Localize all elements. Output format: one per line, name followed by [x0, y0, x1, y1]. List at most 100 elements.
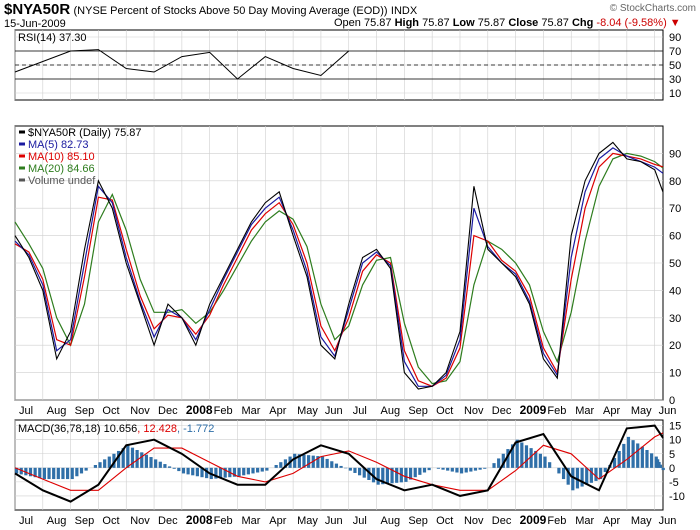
high-value: 75.87	[422, 17, 450, 29]
macd-histogram-bar	[237, 467, 241, 477]
price-xtick-label: 2009	[520, 403, 547, 417]
price-ytick-label: 40	[669, 285, 681, 297]
macd-histogram-bar	[126, 445, 130, 468]
macd-histogram-bar	[497, 458, 501, 468]
macd-value: , -1.772	[177, 423, 214, 435]
price-xtick-label: 2008	[186, 403, 213, 417]
macd-histogram-bar	[307, 455, 311, 468]
macd-histogram-bar	[167, 466, 172, 468]
macd-histogram-bar	[483, 467, 487, 469]
macd-histogram-bar	[121, 448, 125, 468]
price-xtick-label: Jun	[325, 405, 343, 417]
macd-histogram-bar	[320, 456, 325, 468]
macd-histogram-bar	[218, 467, 223, 479]
macd-histogram-bar	[214, 467, 218, 479]
macd-histogram-bar	[135, 450, 139, 468]
symbol: $NYA50R	[4, 1, 71, 18]
macd-histogram-bar	[515, 439, 519, 468]
macd-histogram-bar	[422, 467, 427, 473]
macd-xtick-label: Sep	[75, 515, 95, 527]
macd-histogram-bar	[464, 467, 468, 473]
macd-histogram-bar	[557, 467, 561, 474]
price-xtick-label: Jun	[659, 405, 677, 417]
macd-histogram-bar	[520, 442, 524, 468]
macd-histogram-bar	[163, 464, 167, 468]
macd-histogram-bar	[144, 454, 148, 468]
macd-signal-line	[14, 432, 664, 491]
macd-histogram-bar	[205, 467, 209, 479]
macd-histogram-bar	[650, 453, 654, 468]
macd-xtick-label: 2009	[520, 513, 547, 527]
macd-histogram-bar	[561, 467, 566, 480]
macd-histogram-bar	[645, 450, 649, 468]
macd-histogram-bar	[566, 467, 570, 485]
macd-histogram-bar	[293, 453, 297, 468]
macd-histogram-bar	[15, 467, 19, 474]
rsi-ytick-label: 30	[669, 74, 681, 86]
macd-xtick-label: Dec	[492, 515, 512, 527]
symbol-description: (NYSE Percent of Stocks Above 50 Day Mov…	[73, 5, 388, 17]
macd-histogram-bar	[19, 467, 23, 475]
macd-xtick-label: Nov	[130, 515, 150, 527]
macd-ytick-label: 0	[669, 463, 675, 475]
price-ytick-label: 0	[669, 395, 675, 407]
macd-histogram-bar	[385, 467, 390, 484]
macd-histogram-bar	[112, 453, 116, 468]
macd-histogram-bar	[661, 467, 665, 471]
macd-xtick-label: Jul	[19, 515, 33, 527]
macd-histogram-bar	[543, 456, 547, 468]
macd-histogram-bar	[47, 467, 51, 480]
macd-histogram-bar	[594, 467, 598, 481]
macd-histogram-bar	[84, 467, 88, 471]
price-xtick-label: Apr	[603, 405, 620, 417]
price-legend-entry: MA(10) 85.10	[28, 151, 95, 163]
low-value: 75.87	[477, 17, 506, 29]
close-value: 75.87	[541, 17, 569, 29]
macd-title-text: MACD(36,78,18)	[18, 423, 104, 435]
price-xtick-label: May	[297, 405, 318, 417]
macd-histogram-bar	[636, 443, 640, 468]
macd-histogram-bar	[524, 445, 529, 468]
macd-histogram-bar	[56, 467, 60, 480]
macd-xtick-label: Nov	[464, 515, 484, 527]
high-label: High	[394, 17, 420, 29]
macd-histogram-bar	[325, 458, 329, 468]
macd-histogram-bar	[330, 461, 334, 468]
macd-histogram-bar	[459, 467, 464, 474]
macd-histogram-bar	[353, 467, 357, 473]
macd-histogram-bar	[534, 450, 538, 468]
price-xtick-label: Aug	[47, 405, 67, 417]
price-xtick-label: Feb	[547, 405, 566, 417]
macd-histogram-bar	[589, 467, 593, 483]
macd-histogram-bar	[334, 463, 339, 468]
macd-histogram-bar	[200, 467, 204, 478]
macd-histogram-bar	[195, 467, 199, 477]
macd-xtick-label: Apr	[603, 515, 620, 527]
macd-title: MACD(36,78,18) 10.656, 12.428, -1.772	[18, 423, 214, 435]
macd-histogram-bar	[158, 461, 162, 468]
macd-histogram-bar	[418, 467, 422, 475]
macd-histogram-bar	[404, 467, 408, 482]
price-ytick-label: 20	[669, 340, 681, 352]
macd-histogram-bar	[548, 462, 552, 468]
macd-histogram-bar	[61, 467, 65, 480]
macd-histogram-bar	[260, 467, 264, 472]
macd-histogram-bar	[223, 467, 227, 478]
macd-xtick-label: Jul	[353, 515, 367, 527]
price-legend-entry: MA(20) 84.66	[28, 163, 95, 175]
macd-histogram-bar	[149, 457, 153, 468]
macd-histogram-bar	[436, 467, 441, 469]
macd-histogram-bar	[154, 459, 158, 468]
macd-histogram-bar	[191, 467, 195, 476]
macd-histogram-bar	[116, 450, 121, 468]
macd-histogram-bar	[33, 467, 37, 478]
macd-line	[14, 424, 664, 503]
macd-histogram-bar	[302, 454, 306, 468]
macd-xtick-label: Oct	[102, 515, 119, 527]
low-label: Low	[452, 17, 475, 29]
macd-histogram-bar	[622, 443, 626, 468]
macd-ytick-label: 15	[669, 421, 681, 433]
macd-xtick-label: Aug	[381, 515, 401, 527]
macd-histogram-bar	[580, 467, 584, 487]
